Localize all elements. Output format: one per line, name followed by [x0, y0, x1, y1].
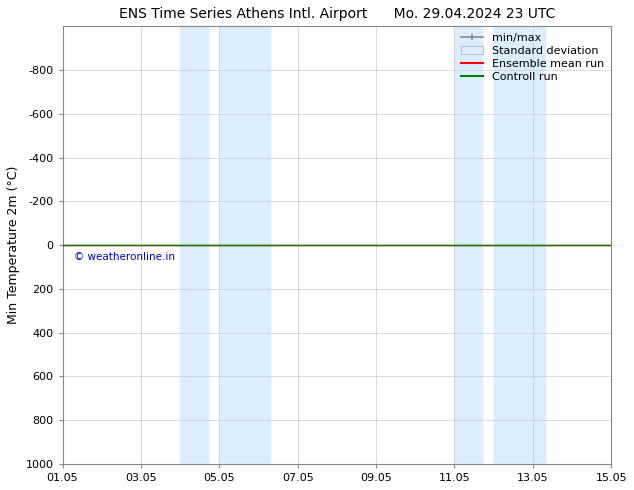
Title: ENS Time Series Athens Intl. Airport      Mo. 29.04.2024 23 UTC: ENS Time Series Athens Intl. Airport Mo.… [119, 7, 555, 21]
Bar [455, 26, 482, 464]
Text: © weatheronline.in: © weatheronline.in [74, 252, 174, 262]
Bar [494, 26, 545, 464]
Legend: min/max, Standard deviation, Ensemble mean run, Controll run: min/max, Standard deviation, Ensemble me… [456, 28, 609, 86]
Y-axis label: Min Temperature 2m (°C): Min Temperature 2m (°C) [7, 166, 20, 324]
Bar [180, 26, 207, 464]
Bar [219, 26, 270, 464]
